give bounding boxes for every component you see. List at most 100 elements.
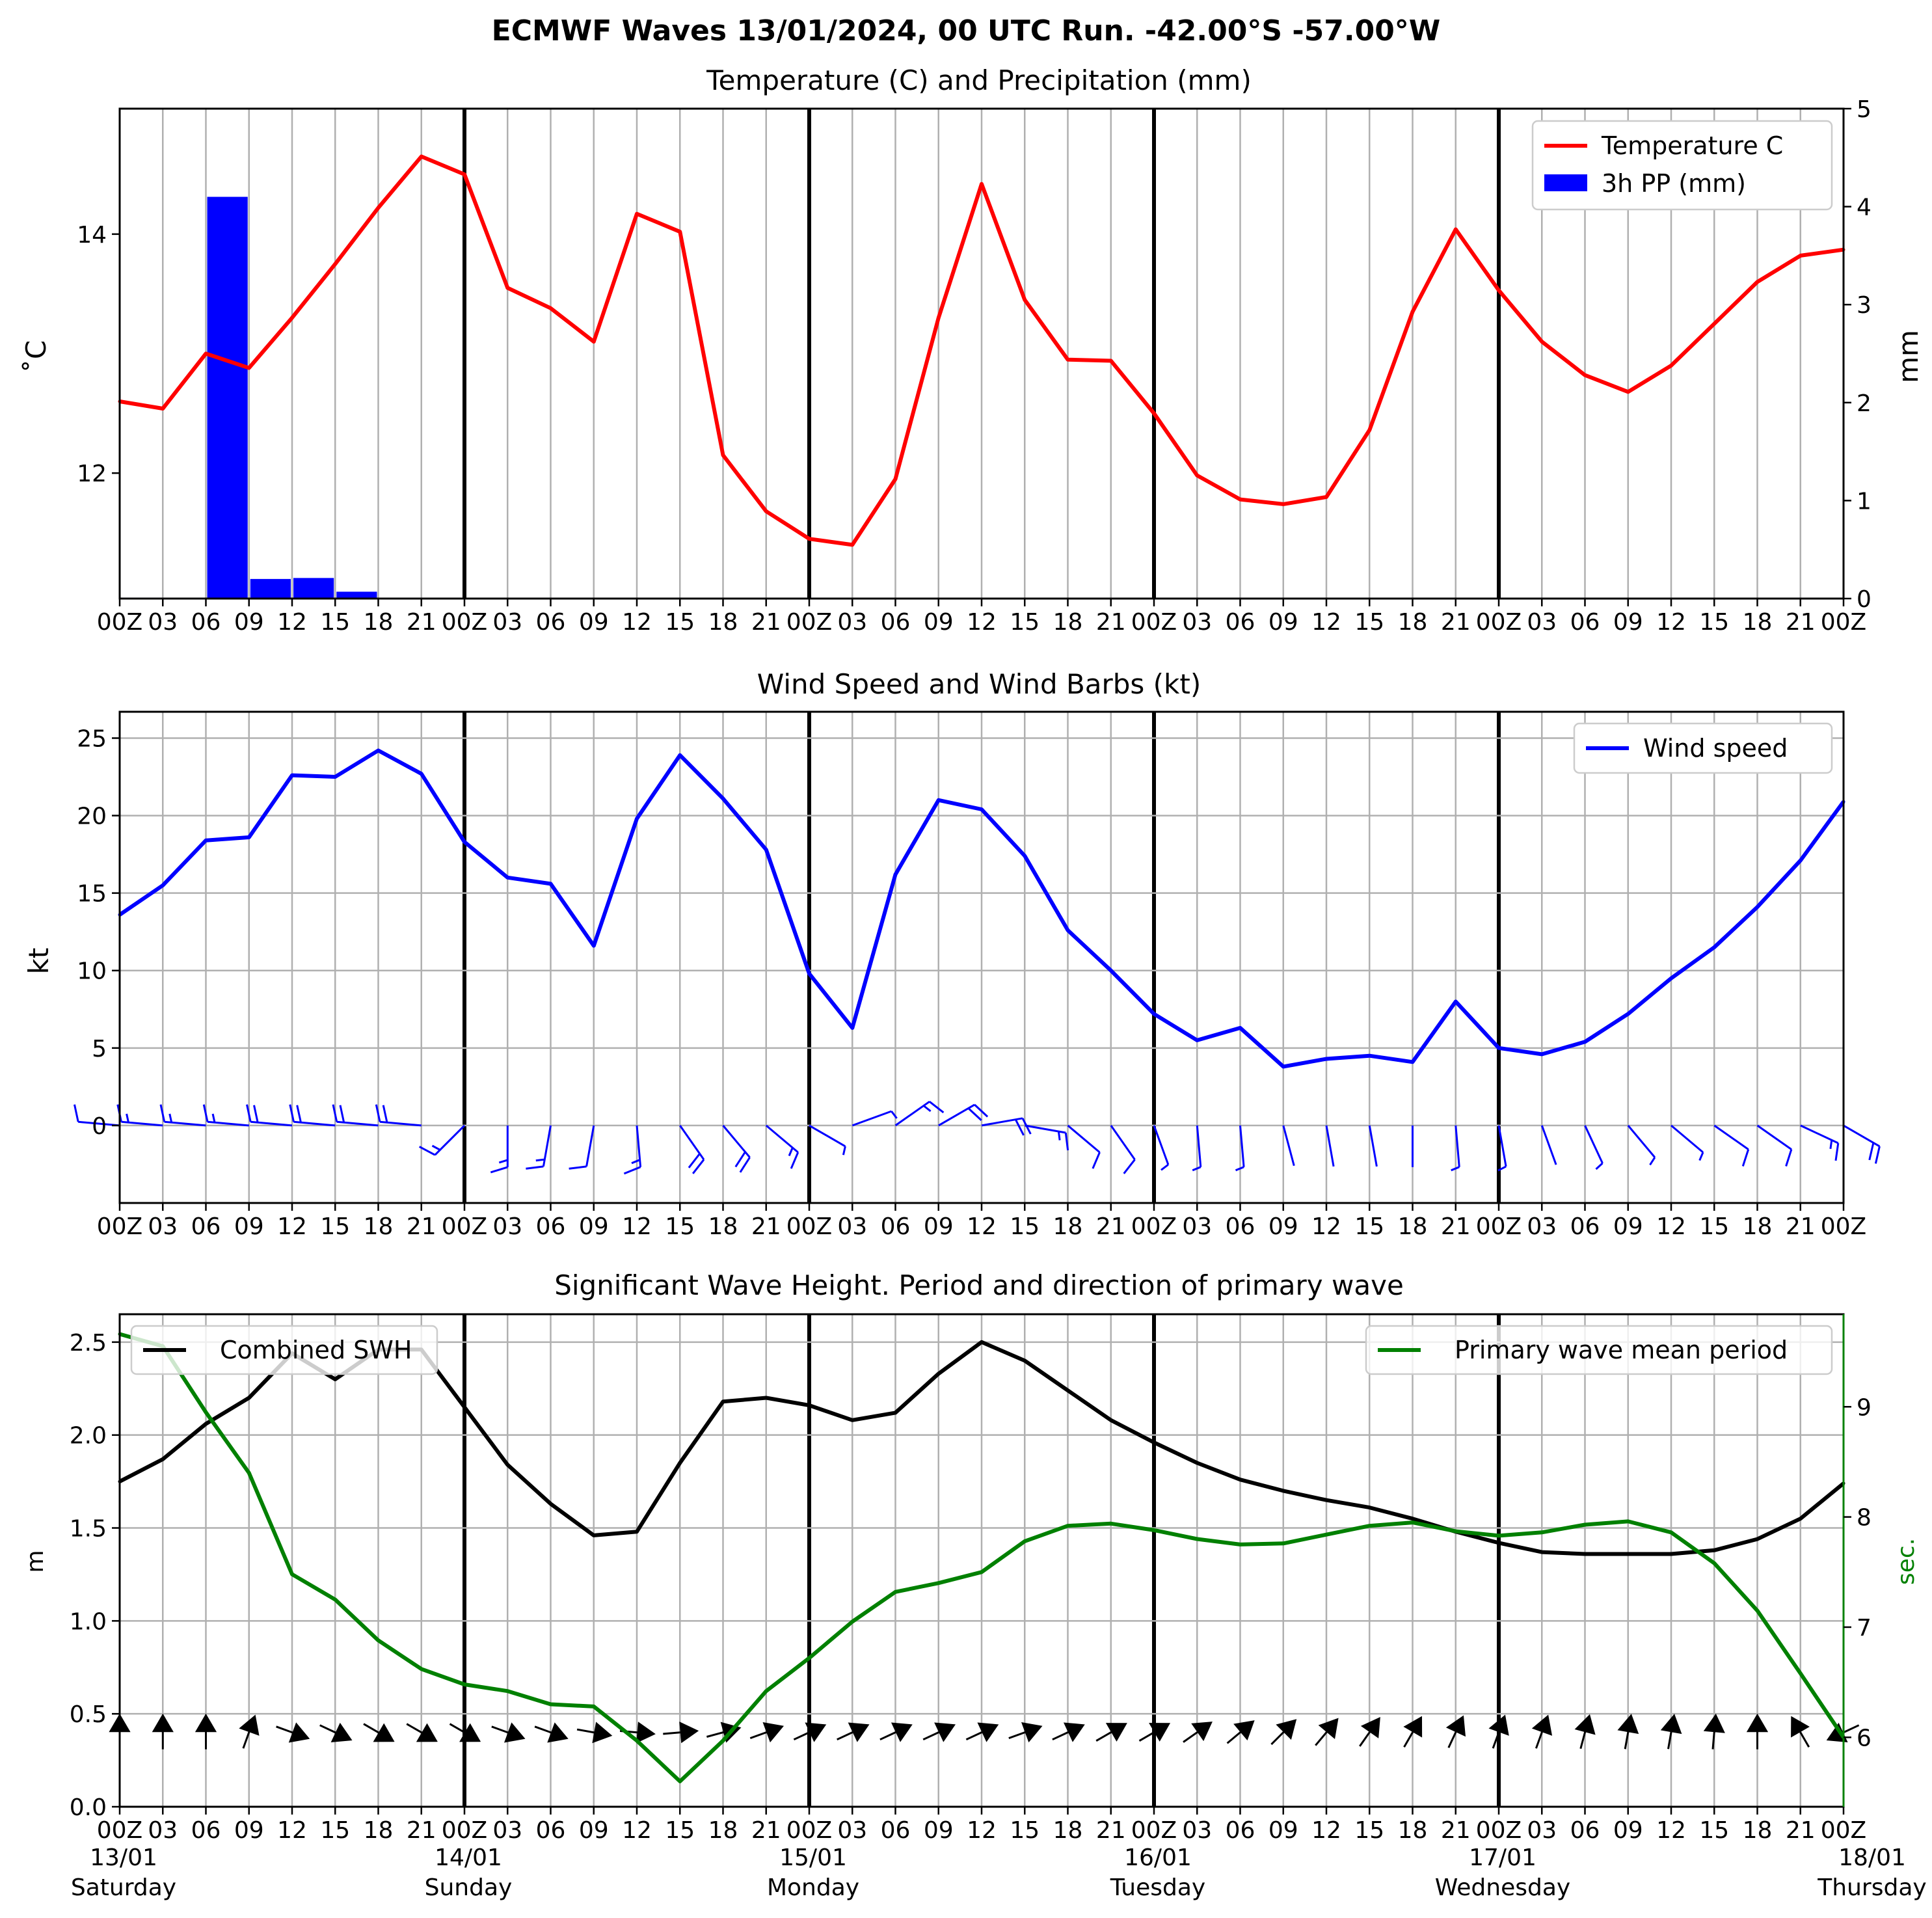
swh-point-32 [1497,1541,1501,1545]
wind-barb-14 [722,1124,751,1173]
wind-barb-16 [809,1124,846,1155]
swh-point-35 [1626,1552,1630,1556]
wind-xtick-label-32: 00Z [1476,1213,1522,1240]
wave-direction-arrow-25 [1183,1722,1213,1743]
wind-xtick-label-28: 12 [1311,1213,1341,1240]
wave-direction-arrow-7 [406,1723,438,1742]
temperature-xtick-label-26: 06 [1226,609,1255,636]
wave-direction-arrow-4 [276,1722,310,1743]
wind-xtick-label-30: 18 [1398,1213,1428,1240]
wind-xtick-label-27: 09 [1268,1213,1298,1240]
wind-xtick-label-33: 03 [1527,1213,1557,1240]
wind-xtick-label-3: 09 [234,1213,264,1240]
wave-period-point-6 [377,1638,380,1642]
wind-barb-5 [289,1104,336,1127]
wind-speed-point-3 [247,835,251,839]
swh-point-20 [980,1340,984,1344]
precipitation-bar-4 [293,578,334,599]
wind-barb-22 [1067,1124,1101,1169]
wind-barb-21 [1025,1124,1069,1151]
temperature-xtick-label-20: 12 [967,609,997,636]
wind-xtick-label-25: 03 [1182,1213,1212,1240]
wave-xtick-label-4: 12 [277,1817,307,1844]
wind-barb-29 [1368,1125,1378,1167]
wave-ytick-label-2: 1.0 [70,1608,107,1635]
precipitation-bar-2 [207,196,248,599]
wave-xtick-label-22: 18 [1053,1817,1083,1844]
wind-ytick-label-5: 25 [77,725,107,752]
precipitation-ytick-label-0: 0 [1857,586,1872,613]
temperature-point-26 [1239,498,1242,502]
wave-period-point-39 [1799,1671,1803,1675]
wind-barb-15 [765,1124,799,1169]
wind-barb-23 [1110,1125,1136,1174]
temperature-xtick-label-9: 03 [492,609,522,636]
wave-period-point-8 [463,1682,466,1686]
wave-period-point-4 [290,1573,294,1576]
temperature-xtick-label-19: 09 [924,609,954,636]
wave-xtick-label-30: 18 [1398,1817,1428,1844]
wave-direction-arrow-35 [1617,1714,1639,1749]
wind-speed-point-25 [1195,1038,1199,1042]
day-weekday-2: Monday [767,1874,859,1901]
temperature-xtick-label-12: 12 [622,609,652,636]
wind-barb-32 [1497,1125,1507,1172]
wind-xtick-label-34: 06 [1570,1213,1600,1240]
temperature-point-14 [721,453,725,457]
wave-period-point-24 [1152,1528,1156,1532]
wave-xtick-label-15: 21 [751,1817,781,1844]
wave-period-point-33 [1540,1530,1544,1534]
wave-direction-arrow-31 [1445,1715,1466,1748]
temperature-xtick-label-35: 09 [1613,609,1643,636]
day-weekday-0: Saturday [71,1874,176,1901]
precipitation-ytick-label-2: 2 [1857,390,1872,417]
wind-xtick-label-26: 06 [1226,1213,1255,1240]
wind-speed-point-23 [1109,969,1113,973]
wave-direction-arrow-6 [363,1723,395,1742]
wind-xtick-label-14: 18 [708,1213,738,1240]
wind-barb-12 [623,1125,642,1175]
wave-period-point-11 [592,1705,596,1709]
period-ytick-label-0: 6 [1857,1725,1872,1751]
wind-speed-point-38 [1756,905,1759,909]
temperature-point-39 [1799,254,1803,258]
wind-xtick-label-37: 15 [1699,1213,1729,1240]
wind-barb-33 [1540,1125,1557,1165]
wind-xtick-label-19: 09 [924,1213,954,1240]
wave-period-point-30 [1411,1520,1414,1524]
temperature-point-20 [980,182,984,186]
temperature-point-15 [764,509,768,513]
swh-point-2 [204,1422,208,1426]
wind-xtick-label-16: 00Z [786,1213,832,1240]
wind-xtick-label-23: 21 [1096,1213,1126,1240]
wave-period-point-19 [937,1581,941,1585]
wave-xtick-label-34: 06 [1570,1817,1600,1844]
wave-xtick-label-33: 03 [1527,1817,1557,1844]
swh-point-33 [1540,1550,1544,1554]
wave-ytick-label-4: 2.0 [70,1423,107,1450]
wave-direction-arrow-24 [1138,1723,1171,1742]
wave-xtick-label-13: 15 [665,1817,695,1844]
wind-barb-27 [1282,1125,1295,1167]
temperature-xtick-label-38: 18 [1743,609,1773,636]
wind-xtick-label-10: 06 [536,1213,566,1240]
wind-speed-point-22 [1066,928,1069,932]
wind-barb-39 [1800,1124,1840,1161]
wave-period-point-38 [1756,1609,1759,1613]
temperature-point-19 [937,316,941,319]
temperature-axis-label: ˚C [20,340,52,373]
wave-xtick-label-14: 18 [708,1817,738,1844]
wind-speed-point-14 [721,796,725,800]
temperature-point-38 [1756,280,1759,284]
wind-speed-point-32 [1497,1046,1501,1050]
temperature-point-17 [850,543,854,547]
wind-speed-point-6 [377,749,380,753]
wind-speed-point-18 [894,872,897,876]
temperature-xtick-label-30: 18 [1398,609,1428,636]
swh-point-17 [850,1418,854,1422]
temperature-point-37 [1712,322,1716,326]
temperature-xtick-label-5: 15 [320,609,350,636]
swh-point-36 [1669,1552,1673,1556]
wind-barb-19 [938,1103,989,1127]
wave-xtick-label-12: 12 [622,1817,652,1844]
